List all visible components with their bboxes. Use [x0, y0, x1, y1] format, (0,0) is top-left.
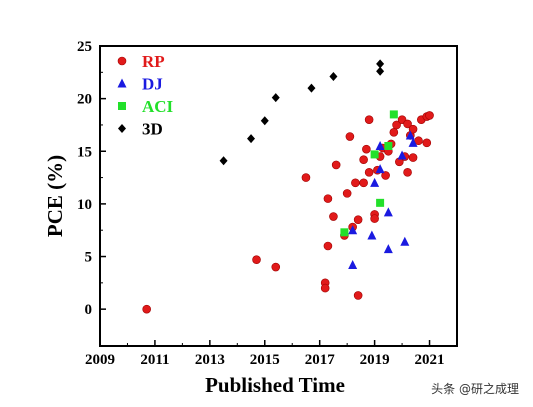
x-tick-label: 2009	[85, 352, 115, 368]
point-rp	[359, 178, 368, 188]
plot-frame	[99, 45, 458, 347]
point-rp	[320, 283, 330, 293]
point-dj	[348, 259, 358, 269]
series-aci	[340, 110, 398, 237]
point-dj	[383, 207, 393, 217]
point-dj	[375, 141, 385, 150]
point-rp	[331, 160, 341, 170]
point-dj	[348, 225, 358, 235]
y-tick-label: 5	[85, 250, 93, 266]
legend-label-rp: RP	[142, 52, 165, 71]
point-rp	[403, 168, 412, 177]
point-aci	[376, 198, 385, 207]
point-rp	[408, 124, 418, 134]
point-rp	[403, 119, 412, 129]
point-3d	[260, 116, 269, 126]
legend-label-aci: ACI	[142, 97, 174, 116]
point-rp	[271, 262, 281, 272]
point-rp	[323, 241, 333, 251]
point-rp	[351, 178, 360, 188]
point-rp	[392, 120, 401, 130]
x-tick-label: 2017	[305, 352, 336, 368]
series-3d	[219, 59, 385, 166]
point-3d	[376, 66, 385, 76]
point-dj	[383, 244, 393, 254]
point-rp	[408, 153, 418, 162]
x-axis-title: Published Time	[205, 373, 345, 397]
point-rp	[364, 115, 374, 124]
point-rp	[364, 168, 374, 177]
point-3d	[247, 134, 256, 144]
point-rp	[414, 136, 423, 146]
point-rp	[142, 304, 151, 314]
plot-border	[99, 45, 458, 347]
point-rp	[370, 214, 379, 223]
legend-marker-3d	[118, 124, 126, 133]
y-axis-title: PCE (%)	[43, 155, 67, 237]
point-dj	[408, 137, 418, 147]
point-rp	[422, 138, 432, 148]
point-rp	[359, 155, 368, 164]
watermark: 头条 @研之成理	[431, 382, 519, 396]
point-aci	[389, 110, 398, 119]
point-rp	[329, 212, 338, 221]
point-rp	[389, 128, 399, 137]
y-tick-label: 0	[85, 302, 93, 318]
x-tick-label: 2021	[415, 352, 445, 368]
point-rp	[323, 194, 333, 203]
point-dj	[397, 150, 407, 160]
point-3d	[271, 93, 280, 103]
point-aci	[370, 150, 379, 159]
point-rp	[425, 111, 434, 120]
point-dj	[400, 236, 410, 246]
point-aci	[340, 228, 349, 237]
legend-label-3d: 3D	[142, 120, 163, 139]
y-tick-label: 25	[77, 39, 92, 55]
point-dj	[375, 164, 385, 174]
point-dj	[367, 230, 377, 240]
x-tick-label: 2013	[195, 352, 225, 368]
point-rp	[342, 189, 352, 198]
x-tick-label: 2015	[250, 352, 280, 368]
y-tick-label: 15	[77, 144, 92, 160]
point-rp	[362, 144, 371, 154]
data-markers	[142, 59, 434, 314]
point-3d	[219, 156, 228, 166]
y-tick-label: 20	[77, 92, 92, 108]
point-rp	[345, 132, 355, 141]
point-3d	[376, 59, 385, 69]
point-rp	[301, 173, 311, 182]
legend-marker-rp	[117, 56, 127, 66]
point-rp	[381, 171, 390, 180]
y-axis-ticks: 0 5 10 15 20 25	[77, 39, 106, 318]
point-dj	[370, 177, 380, 187]
point-rp	[353, 215, 363, 224]
x-tick-label: 2019	[360, 352, 390, 368]
point-rp	[353, 291, 363, 300]
point-3d	[329, 72, 338, 82]
series-dj	[348, 130, 418, 269]
legend-marker-aci	[118, 102, 126, 110]
y-tick-label: 10	[77, 197, 92, 213]
legend-label-dj: DJ	[142, 75, 163, 94]
x-axis-ticks: 2009 2011 2013 2015 2017 2019 2021	[85, 340, 445, 368]
point-dj	[405, 130, 415, 140]
point-aci	[384, 142, 393, 150]
point-rp	[252, 255, 261, 264]
point-3d	[307, 83, 316, 93]
legend-marker-dj	[117, 78, 127, 88]
x-tick-label: 2011	[140, 352, 169, 368]
legend: RP DJ ACI 3D	[117, 52, 174, 139]
